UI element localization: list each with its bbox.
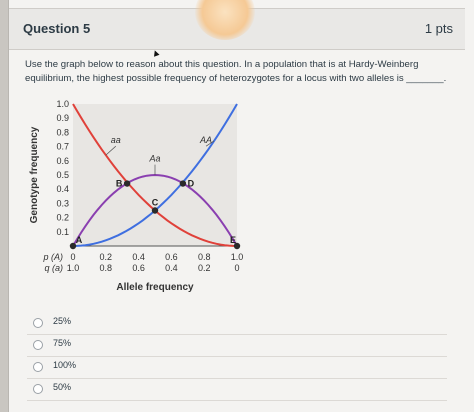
y-tick-label: 0.7 (56, 142, 69, 152)
radio-button[interactable] (33, 362, 43, 372)
p-tick-label: 0.6 (165, 252, 178, 262)
point-label: E (230, 235, 236, 245)
radio-button[interactable] (33, 340, 43, 350)
q-row-label: q (a) (44, 263, 63, 273)
answer-label: 100% (53, 360, 77, 370)
p-tick-label: 0 (70, 252, 75, 262)
p-tick-label: 0.8 (198, 252, 211, 262)
answer-option[interactable]: 50% (27, 378, 447, 401)
quiz-question-panel: Question 5 1 pts ▲ Use the graph below t… (8, 0, 474, 412)
y-tick-label: 0.3 (56, 198, 69, 208)
y-tick-label: 0.5 (56, 170, 69, 180)
point-label: B (116, 179, 123, 189)
y-tick-label: 1.0 (56, 99, 69, 109)
question-title: Question 5 (23, 21, 91, 36)
series-label: aa (111, 135, 121, 145)
point-label: D (188, 179, 195, 189)
marker-point-a (69, 242, 77, 250)
answer-label: 50% (53, 382, 72, 392)
marker-point-c (151, 207, 159, 214)
marker-point-b (123, 180, 131, 187)
q-tick-label: 0.2 (198, 263, 211, 273)
radio-button[interactable] (33, 318, 43, 328)
answer-label: 75% (53, 338, 72, 348)
x-axis-label: Allele frequency (116, 282, 194, 293)
point-label: A (76, 235, 83, 245)
series-label-leader (205, 140, 215, 147)
answer-label: 25% (53, 316, 72, 326)
q-tick-label: 0.6 (132, 263, 145, 273)
q-tick-label: 0 (234, 263, 239, 273)
y-tick-label: 0.1 (56, 227, 69, 237)
p-tick-label: 1.0 (231, 252, 244, 262)
p-row-label: p (A) (42, 252, 63, 262)
y-tick-label: 0.9 (56, 113, 69, 123)
marker-point-e (233, 242, 241, 250)
series-label: AA (199, 135, 212, 145)
hardy-weinberg-chart: 0.1 0.2 0.3 0.4 0.5 0.6 0.7 0.8 0.9 1.0 Genotype f… (29, 99, 244, 293)
q-tick-label: 0.8 (100, 263, 113, 273)
answer-option[interactable]: 75% (27, 334, 447, 357)
question-points: 1 pts (424, 21, 453, 36)
y-tick-label: 0.2 (56, 213, 69, 223)
marker-point-d (179, 180, 187, 187)
answer-option[interactable]: 25% (27, 312, 447, 335)
p-tick-label: 0.2 (100, 252, 113, 262)
series-label: Aa (148, 154, 160, 164)
q-tick-label: 1.0 (67, 263, 80, 273)
p-tick-label: 0.4 (132, 252, 145, 262)
question-prompt: Use the graph below to reason about this… (25, 59, 447, 84)
answer-option[interactable]: 100% (27, 356, 447, 379)
y-tick-label: 0.4 (56, 184, 69, 194)
point-label: C (152, 198, 159, 208)
radio-button[interactable] (33, 384, 43, 394)
y-tick-label: 0.8 (56, 127, 69, 137)
series-label-leader (105, 145, 117, 156)
q-tick-label: 0.4 (165, 263, 178, 273)
y-tick-label: 0.6 (56, 156, 69, 166)
y-axis-label: Genotype frequency (29, 126, 40, 223)
